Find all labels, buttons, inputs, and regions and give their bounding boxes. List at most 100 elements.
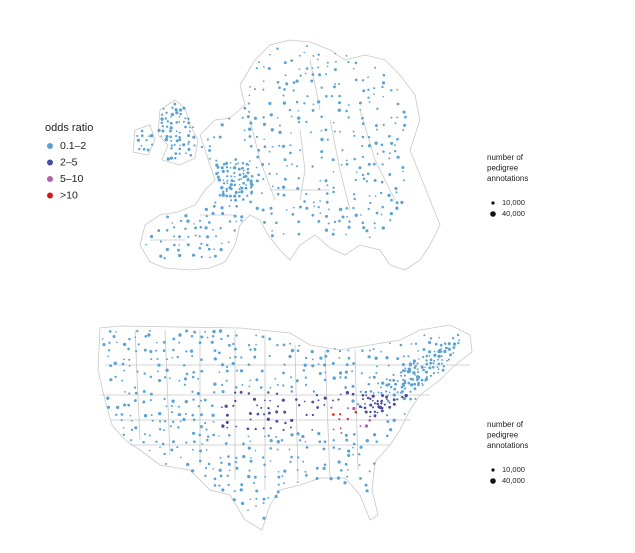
- dot: [291, 163, 293, 166]
- dot: [220, 186, 224, 190]
- dot: [373, 222, 376, 225]
- dot: [304, 441, 307, 443]
- dot: [362, 226, 366, 230]
- dot: [358, 453, 361, 456]
- dot: [382, 123, 385, 127]
- dot: [395, 191, 398, 194]
- dot: [259, 386, 263, 389]
- size-legend-label: 40,000: [502, 476, 525, 485]
- dot: [242, 172, 245, 175]
- dot: [247, 363, 251, 366]
- dot: [382, 150, 385, 153]
- dot: [368, 470, 371, 473]
- dot: [373, 179, 377, 182]
- dot: [228, 205, 231, 208]
- dot: [212, 420, 215, 423]
- dot: [360, 372, 363, 375]
- dot: [428, 350, 432, 354]
- dot: [183, 383, 187, 386]
- dot: [368, 236, 371, 239]
- dot: [447, 342, 451, 346]
- dot: [213, 254, 217, 258]
- dot: [396, 398, 399, 401]
- dot: [165, 134, 169, 139]
- dot: [170, 115, 172, 118]
- dot: [213, 357, 217, 361]
- dot: [123, 358, 126, 361]
- dot: [133, 386, 137, 389]
- dot: [217, 178, 222, 182]
- dot: [318, 188, 321, 191]
- dot: [315, 393, 319, 397]
- dot: [375, 371, 378, 374]
- dot: [286, 165, 288, 167]
- dot: [217, 351, 221, 355]
- dot: [332, 446, 336, 449]
- dot: [275, 410, 279, 414]
- dot: [290, 390, 294, 393]
- dot: [381, 406, 384, 410]
- dot: [363, 406, 367, 410]
- dot: [315, 466, 319, 470]
- dot: [185, 372, 189, 376]
- dot: [416, 368, 419, 371]
- dot: [282, 94, 285, 97]
- dot: [396, 155, 400, 159]
- dot: [323, 440, 327, 444]
- dot: [159, 254, 163, 258]
- dot: [228, 469, 231, 472]
- dot: [401, 166, 405, 169]
- dot: [269, 113, 273, 117]
- dot: [337, 460, 341, 464]
- dot: [390, 89, 393, 92]
- dot: [271, 229, 273, 232]
- dot: [437, 354, 441, 359]
- dot: [182, 417, 186, 422]
- dot: [211, 211, 215, 215]
- size-legend-title: annotations: [487, 174, 528, 183]
- dot: [184, 227, 187, 231]
- dot: [320, 86, 323, 89]
- dot: [151, 143, 154, 146]
- dot: [436, 366, 439, 369]
- dot: [224, 442, 228, 445]
- dot: [305, 67, 309, 70]
- dot: [234, 355, 237, 359]
- dot: [127, 403, 130, 407]
- dot: [165, 405, 168, 408]
- dot: [361, 393, 365, 397]
- dot: [268, 337, 272, 341]
- dot: [362, 398, 364, 401]
- dot: [238, 183, 241, 186]
- dot: [404, 393, 408, 398]
- size-legend-title: pedigree: [487, 164, 519, 173]
- dot: [361, 221, 365, 225]
- dot: [220, 383, 224, 387]
- dot: [160, 117, 164, 121]
- dot: [157, 363, 161, 367]
- dot: [186, 219, 190, 223]
- dot: [219, 456, 222, 459]
- dot: [408, 369, 412, 373]
- dot: [345, 438, 349, 442]
- dot: [267, 66, 271, 71]
- dot: [269, 447, 272, 450]
- dot: [276, 440, 280, 444]
- legend: 0.1–2 2–5 5–10 >10: [47, 140, 86, 201]
- dot: [277, 483, 280, 486]
- dot: [282, 384, 285, 387]
- dot: [365, 489, 369, 493]
- dot: [232, 342, 235, 346]
- dot: [191, 413, 194, 417]
- dot: [319, 212, 322, 214]
- dot: [423, 334, 426, 337]
- dot: [359, 390, 362, 393]
- dot: [109, 364, 112, 368]
- dot: [369, 415, 371, 418]
- dot: [332, 121, 335, 124]
- dot: [360, 214, 362, 216]
- dot: [298, 54, 301, 57]
- dot: [262, 501, 265, 505]
- dot: [248, 127, 252, 131]
